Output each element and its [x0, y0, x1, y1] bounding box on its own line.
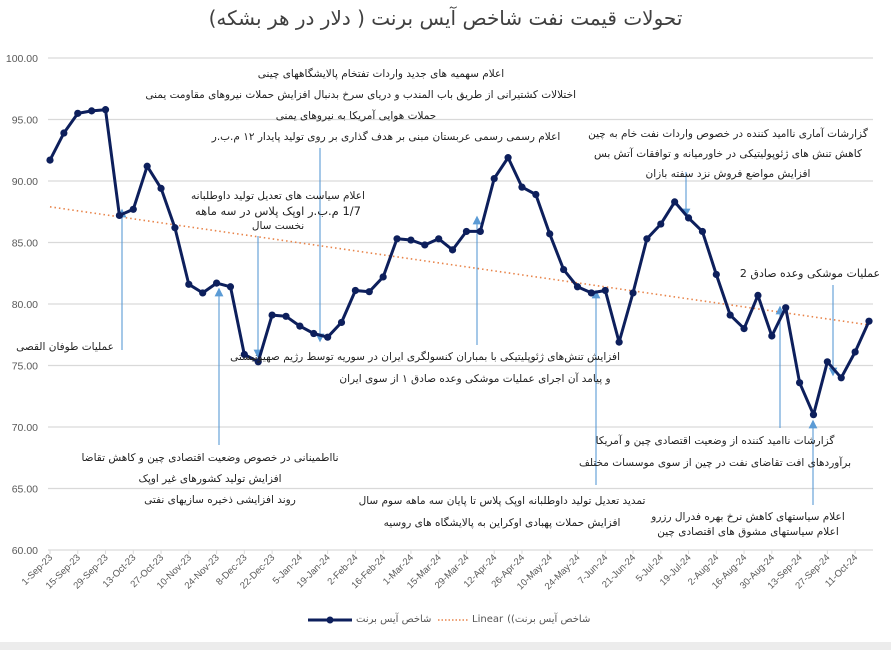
y-tick-label: 90.00 [12, 176, 38, 188]
chart-bottom-border [0, 642, 891, 650]
annotation-fed-rate-cut: اعلام سیاستهای کاهش نرخ بهره فدرال رزرو … [651, 511, 845, 538]
data-point [837, 374, 845, 382]
y-axis: 60.00 65.00 70.00 75.00 80.00 85.00 90.00 95.00… [6, 53, 38, 557]
data-point [490, 174, 498, 183]
data-point [698, 227, 707, 236]
annotation-opec-extension: تمدید تعدیل تولید داوطلبانه اوپک پلاس تا… [358, 495, 646, 529]
data-point [324, 333, 332, 341]
series-line-icon [308, 616, 352, 623]
data-point [282, 312, 290, 320]
data-point [254, 358, 262, 366]
y-tick-label: 75.00 [12, 361, 38, 373]
annotation-china-imports: گزارشات آماری ناامید کننده در خصوص واردا… [588, 128, 868, 180]
data-point [435, 235, 443, 243]
data-point [448, 246, 457, 254]
data-point [560, 265, 568, 274]
data-point [407, 236, 415, 244]
data-point [101, 106, 110, 114]
annotation-al-aqsa-flood: عملیات طوفان القصی [16, 341, 114, 353]
data-point [337, 318, 346, 327]
data-point [74, 109, 82, 117]
data-point [240, 350, 248, 359]
data-point [296, 322, 304, 330]
data-point [421, 241, 429, 249]
data-point [782, 304, 790, 312]
data-point [809, 411, 818, 419]
trendline-dotted-icon [438, 618, 468, 621]
data-point [754, 291, 762, 299]
data-point [823, 358, 831, 366]
data-point [462, 227, 471, 236]
data-point [310, 329, 318, 338]
data-point [795, 379, 804, 387]
brent-series [46, 106, 873, 419]
annotation-consulate-strike: افزایش تنش‌های ژئوپلیتیکی با بمباران کنس… [230, 351, 620, 385]
data-point [504, 154, 512, 162]
data-point [726, 311, 734, 319]
data-point [657, 220, 665, 228]
data-point [365, 288, 373, 296]
data-point [532, 190, 540, 199]
data-point [171, 224, 179, 232]
y-tick-label: 95.00 [12, 115, 38, 127]
data-point [684, 214, 693, 222]
y-tick-label: 65.00 [12, 484, 38, 496]
y-tick-label: 85.00 [12, 238, 38, 250]
annotation-red-sea: اعلام سهمیه های جدید واردات تفتخام پالای… [145, 68, 576, 143]
data-point [740, 325, 748, 333]
data-point [546, 230, 554, 238]
legend-item-series: شاخص آیس برنت [308, 614, 431, 625]
data-point [629, 289, 637, 297]
data-point [601, 286, 609, 295]
gridlines [48, 57, 873, 551]
data-point [60, 129, 68, 137]
data-point [143, 162, 151, 170]
data-point [88, 107, 96, 115]
data-point [615, 338, 623, 346]
chart-legend: شاخص آیس برنت شاخص آیس برنت)) Linear [0, 614, 891, 634]
data-point [518, 183, 526, 191]
data-point [573, 283, 582, 291]
data-point [185, 280, 193, 288]
data-point [476, 227, 484, 236]
data-point [115, 211, 124, 220]
data-point [643, 235, 651, 243]
y-tick-label: 70.00 [12, 422, 38, 434]
data-point [393, 235, 401, 243]
data-point [379, 273, 387, 281]
data-point [268, 311, 276, 319]
data-point [199, 289, 207, 297]
data-point [46, 156, 54, 164]
data-point [768, 332, 776, 340]
legend-item-trendline: شاخص آیس برنت)) Linear [438, 614, 590, 625]
data-point [587, 289, 595, 297]
data-point [129, 205, 137, 213]
data-point [865, 317, 873, 325]
annotation-opec-cut: اعلام سیاست های تعدیل تولید داوطلبانه 1/… [191, 190, 365, 232]
data-point [212, 279, 221, 287]
data-point [671, 198, 679, 206]
trendline [49, 206, 870, 326]
data-point [851, 348, 859, 356]
y-tick-label: 100.00 [6, 53, 38, 65]
annotation-true-promise-2: عملیات موشکی وعده صادق 2 [739, 267, 881, 280]
data-point [712, 270, 720, 279]
annotation-china-us-economy: گزارشات ناامید کننده از وضعیت اقتصادی چی… [578, 435, 852, 469]
data-point [157, 184, 165, 192]
data-point [351, 286, 359, 295]
y-tick-label: 60.00 [12, 545, 38, 557]
y-tick-label: 80.00 [12, 299, 38, 311]
annotation-arrows [117, 148, 838, 505]
chart-title: تحولات قیمت نفت شاخص آیس برنت ( دلار در … [208, 6, 683, 30]
annotation-china-demand: نااطمینانی در خصوص وضعیت اقتصادی چین و ک… [81, 452, 339, 506]
x-axis: 1-Sep-2315-Sep-2329-Sep-2313-Oct-2327-Oc… [20, 550, 860, 592]
data-point [226, 283, 235, 291]
